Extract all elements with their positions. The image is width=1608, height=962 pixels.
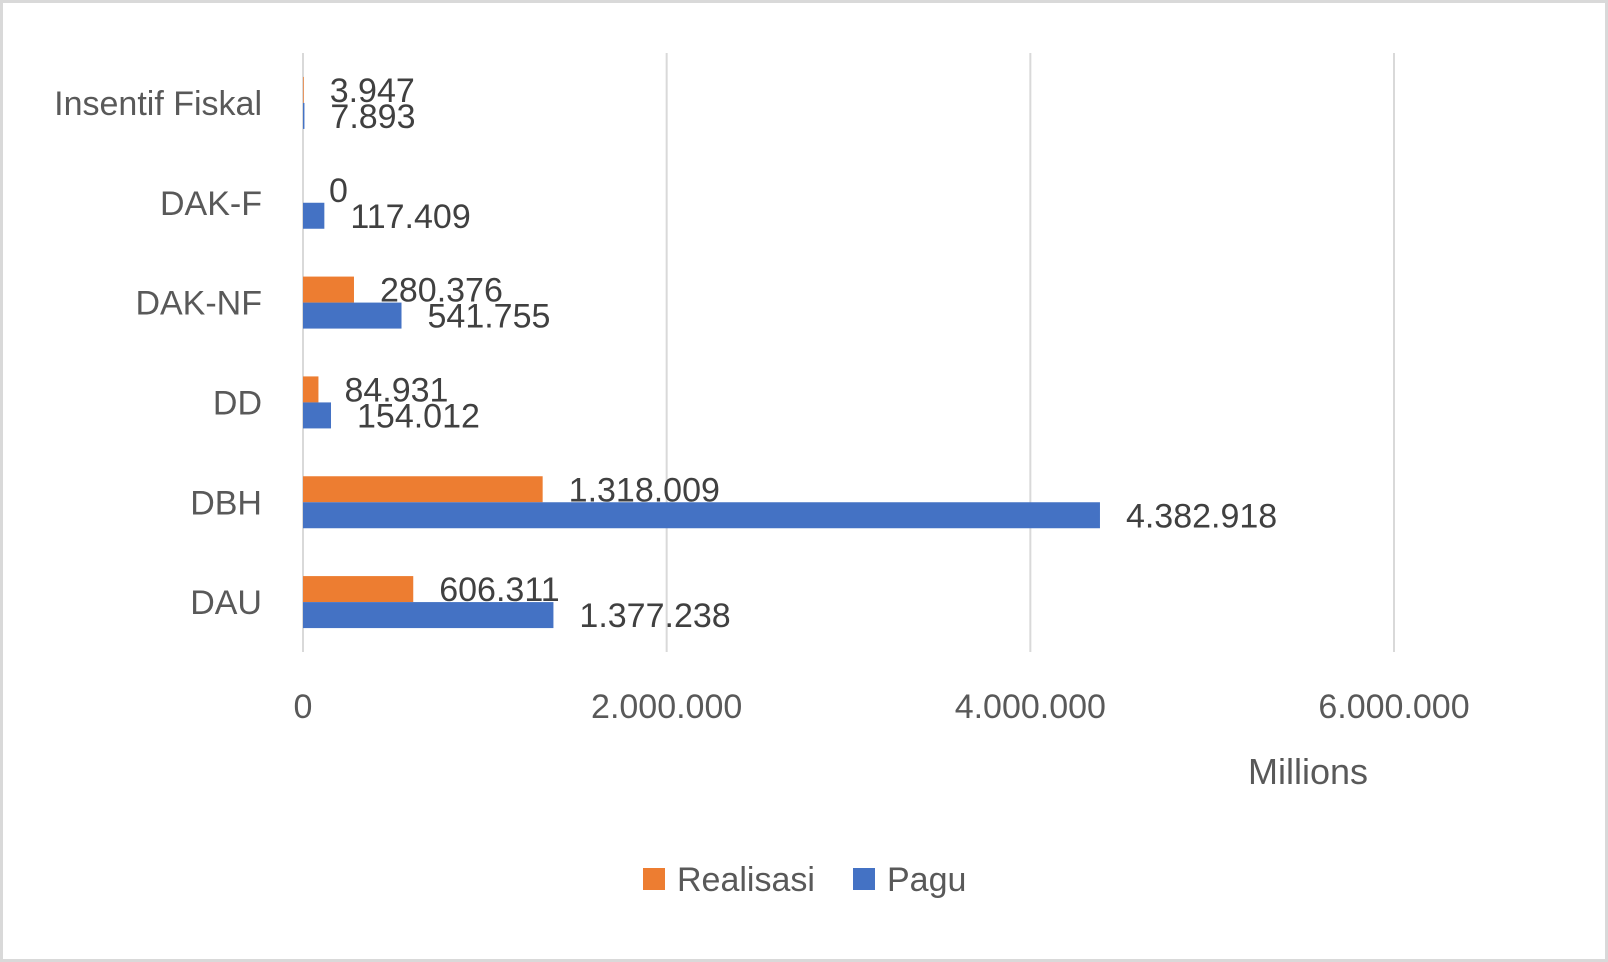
bar-realisasi <box>303 76 304 103</box>
category-label: DBH <box>190 484 262 522</box>
bar-pagu <box>303 602 554 629</box>
legend-label-realisasi: Realisasi <box>677 861 815 899</box>
bar-marks <box>303 76 1100 629</box>
bar-realisasi <box>303 476 543 503</box>
bar-pagu <box>303 102 305 129</box>
data-label-realisasi: 0 <box>329 172 348 210</box>
data-label-pagu: 541.755 <box>428 298 551 336</box>
bar-realisasi <box>303 276 354 303</box>
category-label: DAK-NF <box>135 285 262 323</box>
data-label-pagu: 117.409 <box>350 198 470 236</box>
category-label: DAU <box>190 584 262 622</box>
data-label-pagu: 1.377.238 <box>579 597 730 635</box>
data-label-pagu: 154.012 <box>357 397 480 435</box>
bar-pagu <box>303 502 1100 529</box>
data-label-realisasi: 84.931 <box>344 371 448 409</box>
x-tick-label: 4.000.000 <box>955 688 1106 726</box>
legend-label-pagu: Pagu <box>887 861 966 899</box>
bar-realisasi <box>303 376 319 403</box>
bar-pagu <box>303 302 402 329</box>
data-label-realisasi: 606.311 <box>439 571 559 609</box>
value-axis-labels: 0 2.000.000 4.000.000 6.000.000 <box>294 688 1470 726</box>
bar-pagu <box>303 202 325 229</box>
category-label: DAK-F <box>160 185 262 223</box>
bar-pagu <box>303 402 332 429</box>
gridlines <box>302 53 1395 652</box>
legend-swatch-pagu <box>853 868 875 890</box>
bar-realisasi <box>303 576 414 603</box>
display-unit-label: Millions <box>1248 751 1368 792</box>
data-label-pagu: 4.382.918 <box>1126 497 1277 535</box>
data-label-realisasi: 3.947 <box>330 72 415 110</box>
category-label: DD <box>213 384 262 422</box>
x-tick-label: 2.000.000 <box>591 688 742 726</box>
category-axis-labels: DAU DBH DD DAK-NF DAK-F Insentif Fiskal <box>54 85 262 622</box>
data-label-realisasi: 280.376 <box>380 272 503 310</box>
x-tick-label: 0 <box>294 688 313 726</box>
data-labels: 606.311 1.377.238 1.318.009 4.382.918 84.931… <box>329 72 1277 635</box>
data-label-pagu: 7.893 <box>330 98 415 136</box>
category-label: Insentif Fiskal <box>54 85 262 123</box>
legend: Realisasi Pagu <box>643 861 966 899</box>
data-label-realisasi: 1.318.009 <box>569 471 720 509</box>
x-tick-label: 6.000.000 <box>1318 688 1469 726</box>
legend-swatch-realisasi <box>643 868 665 890</box>
